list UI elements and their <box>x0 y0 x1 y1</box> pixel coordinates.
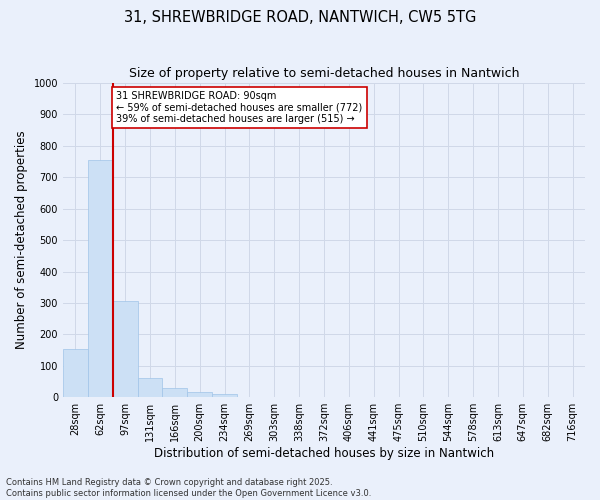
Bar <box>88 160 113 397</box>
Bar <box>63 348 88 397</box>
Text: 31 SHREWBRIDGE ROAD: 90sqm
← 59% of semi-detached houses are smaller (772)
39% o: 31 SHREWBRIDGE ROAD: 90sqm ← 59% of semi… <box>116 91 362 124</box>
Title: Size of property relative to semi-detached houses in Nantwich: Size of property relative to semi-detach… <box>129 68 519 80</box>
X-axis label: Distribution of semi-detached houses by size in Nantwich: Distribution of semi-detached houses by … <box>154 447 494 460</box>
Bar <box>113 302 137 397</box>
Text: Contains HM Land Registry data © Crown copyright and database right 2025.
Contai: Contains HM Land Registry data © Crown c… <box>6 478 371 498</box>
Y-axis label: Number of semi-detached properties: Number of semi-detached properties <box>15 131 28 350</box>
Bar <box>187 392 212 397</box>
Bar <box>212 394 237 397</box>
Bar <box>137 378 163 397</box>
Bar <box>163 388 187 397</box>
Text: 31, SHREWBRIDGE ROAD, NANTWICH, CW5 5TG: 31, SHREWBRIDGE ROAD, NANTWICH, CW5 5TG <box>124 10 476 25</box>
